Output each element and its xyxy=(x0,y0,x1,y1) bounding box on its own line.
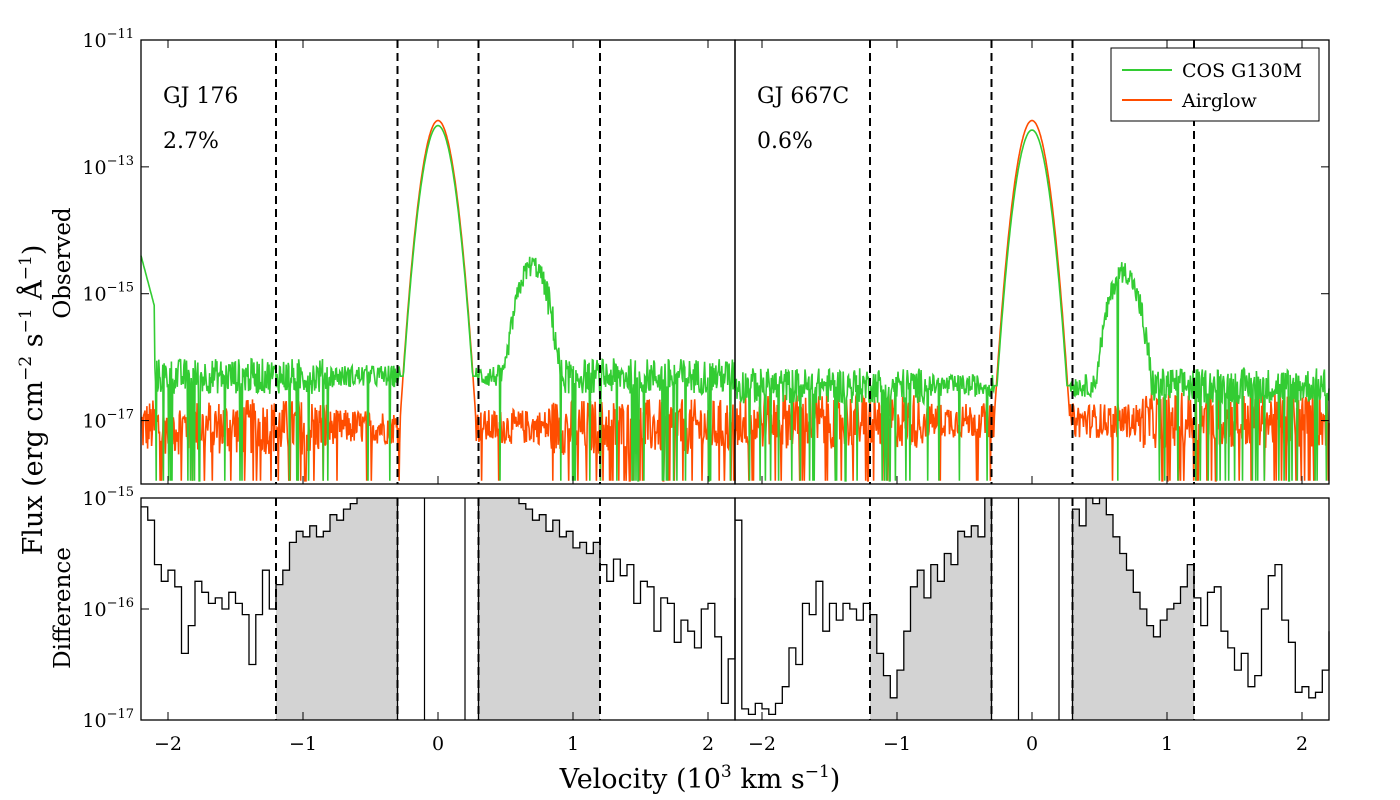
shaded-region-gj176-1 xyxy=(478,498,600,720)
shaded-region-gj667c-1 xyxy=(1072,498,1194,720)
y-tick-label-top-3: 10−17 xyxy=(82,408,134,433)
y-tick-label-top-2: 10−15 xyxy=(82,281,134,306)
y-axis-label-flux: Flux (erg cm−2 s−1 Å−1) xyxy=(16,245,49,556)
y-tick-label-bottom-1: 10−16 xyxy=(82,596,134,621)
cos-line-gj176 xyxy=(140,124,736,482)
y-tick-label-top-1: 10−13 xyxy=(82,154,134,179)
shaded-region-gj667c-0 xyxy=(870,498,992,720)
y-tick-label-bottom-2: 10−17 xyxy=(82,707,134,732)
x-tick-label-gj667c-3: 1 xyxy=(1161,733,1173,755)
panel-percent-gj667c: 0.6% xyxy=(757,129,813,154)
y-tick-label-top-0: 10−11 xyxy=(82,27,134,52)
x-tick-label-gj176-0: −2 xyxy=(154,733,182,755)
x-tick-label-gj176-3: 1 xyxy=(567,733,579,755)
airglow-line-gj667c xyxy=(734,119,1330,482)
x-tick-label-gj176-4: 2 xyxy=(702,733,714,755)
legend-label-airglow: Airglow xyxy=(1181,90,1258,112)
x-tick-label-gj667c-2: 0 xyxy=(1026,733,1038,755)
shaded-region-gj176-0 xyxy=(276,498,398,720)
legend: COS G130M Airglow xyxy=(1110,47,1320,122)
difference-histogram-gj176 xyxy=(141,497,736,720)
x-tick-label-gj176-2: 0 xyxy=(432,733,444,755)
x-tick-label-gj667c-4: 2 xyxy=(1296,733,1308,755)
x-tick-label-gj667c-1: −1 xyxy=(883,733,911,755)
cos-line-gj667c xyxy=(734,129,1330,482)
difference-histogram-gj667c xyxy=(735,497,1330,720)
x-tick-label-gj667c-0: −2 xyxy=(748,733,776,755)
panel-label-gj176: GJ 176 xyxy=(163,84,238,109)
panel-label-gj667c: GJ 667C xyxy=(757,84,849,109)
x-tick-label-gj176-1: −1 xyxy=(289,733,317,755)
panel-percent-gj176: 2.7% xyxy=(163,129,219,154)
y-axis-label-observed: Observed xyxy=(50,207,76,319)
y-tick-label-bottom-0: 10−15 xyxy=(82,485,134,510)
y-axis-label-difference: Difference xyxy=(50,547,76,669)
x-axis-label: Velocity (103 km s−1) xyxy=(559,762,841,795)
legend-label-cos: COS G130M xyxy=(1182,60,1302,82)
